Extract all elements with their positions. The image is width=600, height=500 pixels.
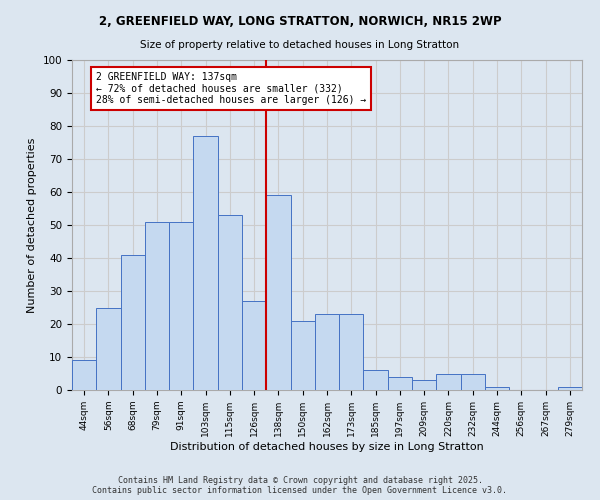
X-axis label: Distribution of detached houses by size in Long Stratton: Distribution of detached houses by size … [170,442,484,452]
Bar [436,374,461,390]
Bar [169,222,193,390]
Bar [461,374,485,390]
Text: Contains HM Land Registry data © Crown copyright and database right 2025.
Contai: Contains HM Land Registry data © Crown c… [92,476,508,495]
Bar [315,314,339,390]
Bar [388,377,412,390]
Bar [218,215,242,390]
Bar [121,254,145,390]
Bar [145,222,169,390]
Bar [96,308,121,390]
Bar [193,136,218,390]
Y-axis label: Number of detached properties: Number of detached properties [27,138,37,312]
Bar [290,320,315,390]
Bar [364,370,388,390]
Bar [558,386,582,390]
Text: 2 GREENFIELD WAY: 137sqm
← 72% of detached houses are smaller (332)
28% of semi-: 2 GREENFIELD WAY: 137sqm ← 72% of detach… [96,72,367,104]
Bar [485,386,509,390]
Text: 2, GREENFIELD WAY, LONG STRATTON, NORWICH, NR15 2WP: 2, GREENFIELD WAY, LONG STRATTON, NORWIC… [98,15,502,28]
Text: Size of property relative to detached houses in Long Stratton: Size of property relative to detached ho… [140,40,460,50]
Bar [412,380,436,390]
Bar [339,314,364,390]
Bar [266,196,290,390]
Bar [242,301,266,390]
Bar [72,360,96,390]
